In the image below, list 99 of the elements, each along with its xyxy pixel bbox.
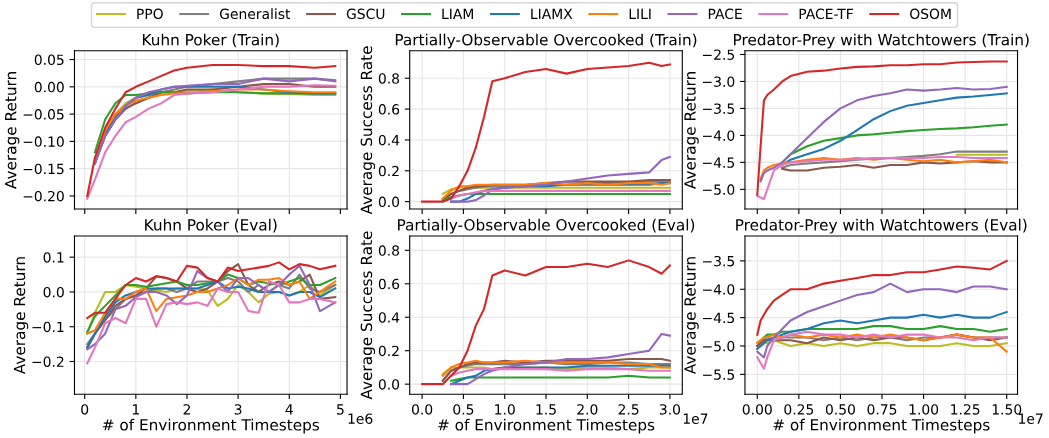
y-tick-label: −0.05: [23, 109, 64, 120]
line-series: [86, 63, 337, 197]
x-tick-label: 1.0: [495, 404, 515, 415]
y-tick-label: −4.0: [702, 284, 735, 295]
line-series: [86, 280, 337, 365]
y-tick-label: −3.0: [702, 76, 735, 87]
x-tick-label: 4: [285, 404, 293, 415]
x-tick-label: 2.5: [618, 404, 639, 415]
line-series: [86, 84, 337, 200]
y-tick-label: −4.0: [702, 130, 735, 141]
y-tick-label: −5.0: [702, 340, 735, 352]
x-tick-label: 3: [234, 404, 242, 415]
legend-label: Generalist: [219, 8, 291, 20]
legend-label: LIAM: [442, 8, 473, 19]
line-series: [441, 192, 671, 202]
line-series: [449, 364, 671, 386]
y-tick-label: 0.8: [378, 245, 400, 256]
legend-label: LIAMX: [531, 8, 573, 19]
x-tick-label: 1: [132, 404, 139, 415]
chart-title: Predator-Prey with Watchtowers (Train): [734, 33, 1029, 49]
y-tick-label: 0.6: [378, 104, 400, 115]
text: 1e6: [348, 413, 373, 424]
y-tick-label: −3.5: [702, 255, 735, 267]
y-axis-title: Average Return: [5, 72, 20, 189]
y-tick-label: 0.4: [378, 134, 400, 146]
y-tick-label: 0.4: [378, 312, 400, 323]
y-tick-label: 0.0: [43, 286, 64, 298]
chart-title: Partially-Observable Overcooked (Eval): [398, 218, 695, 234]
x-tick-label: 1.00: [909, 404, 939, 415]
line-series: [421, 61, 671, 203]
y-axis-title: Average Success Rate: [360, 231, 376, 400]
x-tick-label: 0.50: [825, 404, 855, 415]
line-series: [449, 155, 671, 203]
x-tick-label: 2.0: [577, 404, 598, 415]
legend-label: PACE: [708, 8, 742, 20]
legend-label: PACE-TF: [799, 8, 853, 20]
legend-label: OSOM: [910, 8, 951, 20]
chart-title: Partially-Observable Overcooked (Train): [395, 33, 697, 49]
x-tick-label: 3.0: [659, 404, 681, 415]
line-series: [441, 359, 671, 377]
chart-title: Predator-Prey with Watchtowers (Eval): [736, 218, 1027, 234]
line-series: [759, 157, 1008, 180]
line-series: [756, 310, 1008, 350]
chart-title: Kuhn Poker (Train): [142, 33, 279, 48]
y-tick-label: 0.1: [43, 252, 64, 263]
line-series: [759, 85, 1008, 183]
chart-title: Kuhn Poker (Eval): [145, 218, 277, 233]
line-series: [449, 189, 671, 200]
text: 1e7: [1019, 413, 1043, 424]
y-tick-label: −0.1: [32, 321, 64, 333]
line-series: [756, 330, 1008, 370]
y-tick-label: 0.0: [378, 196, 400, 208]
line-series: [756, 60, 1008, 196]
y-tick-label: −2.5: [702, 49, 735, 60]
y-tick-label: −0.15: [23, 163, 64, 175]
legend-label: GSCU: [346, 8, 385, 20]
x-tick-label: 0: [81, 404, 89, 415]
x-tick-label: 5: [337, 404, 344, 415]
line-series: [449, 332, 671, 386]
x-tick-label: 1.5: [536, 404, 556, 415]
line-series: [756, 282, 1008, 359]
line-series: [421, 259, 671, 386]
x-axis-title: # of Environment Timesteps: [438, 418, 655, 434]
x-tick-label: 1.50: [992, 404, 1022, 415]
x-tick-label: 1.25: [951, 404, 980, 415]
x-axis-title: # of Environment Timesteps: [773, 418, 990, 434]
x-tick-label: 0.5: [453, 404, 474, 415]
x-tick-label: 0.0: [411, 404, 433, 415]
legend-label: LILI: [629, 8, 651, 19]
y-tick-label: −0.2: [32, 356, 64, 367]
legend-label: PPO: [137, 8, 163, 20]
x-tick-label: 0.00: [742, 404, 772, 415]
y-tick-label: 0.0: [378, 379, 400, 390]
y-tick-label: −4.5: [702, 157, 735, 168]
line-series: [86, 261, 337, 320]
y-tick-label: −0.20: [23, 190, 64, 202]
y-tick-label: −5.0: [702, 184, 735, 195]
y-tick-label: −3.5: [702, 103, 735, 114]
y-axis-title: Average Return: [13, 257, 29, 375]
x-axis-title: # of Environment Timesteps: [102, 418, 320, 434]
y-axis-title: Average Return: [684, 257, 699, 375]
text: 1e7: [683, 413, 708, 424]
x-tick-label: 0.75: [867, 404, 897, 415]
y-tick-label: −5.5: [702, 369, 735, 380]
y-tick-label: 0.2: [378, 345, 399, 357]
y-tick-label: −0.10: [23, 136, 64, 147]
line-series: [756, 155, 1008, 201]
y-tick-label: 0.8: [378, 73, 400, 84]
line-series: [756, 333, 1008, 353]
y-tick-label: 0.2: [378, 165, 399, 177]
y-tick-label: 0.00: [34, 81, 64, 93]
y-tick-label: 0.6: [378, 278, 400, 290]
line-series: [756, 259, 1008, 336]
y-axis-title: Average Success Rate: [360, 46, 376, 215]
x-tick-label: 2: [183, 404, 191, 415]
x-tick-label: 0.25: [784, 404, 814, 415]
y-axis-title: Average Return: [684, 72, 699, 189]
y-tick-label: −4.5: [702, 312, 735, 324]
y-tick-label: 0.05: [34, 54, 64, 66]
